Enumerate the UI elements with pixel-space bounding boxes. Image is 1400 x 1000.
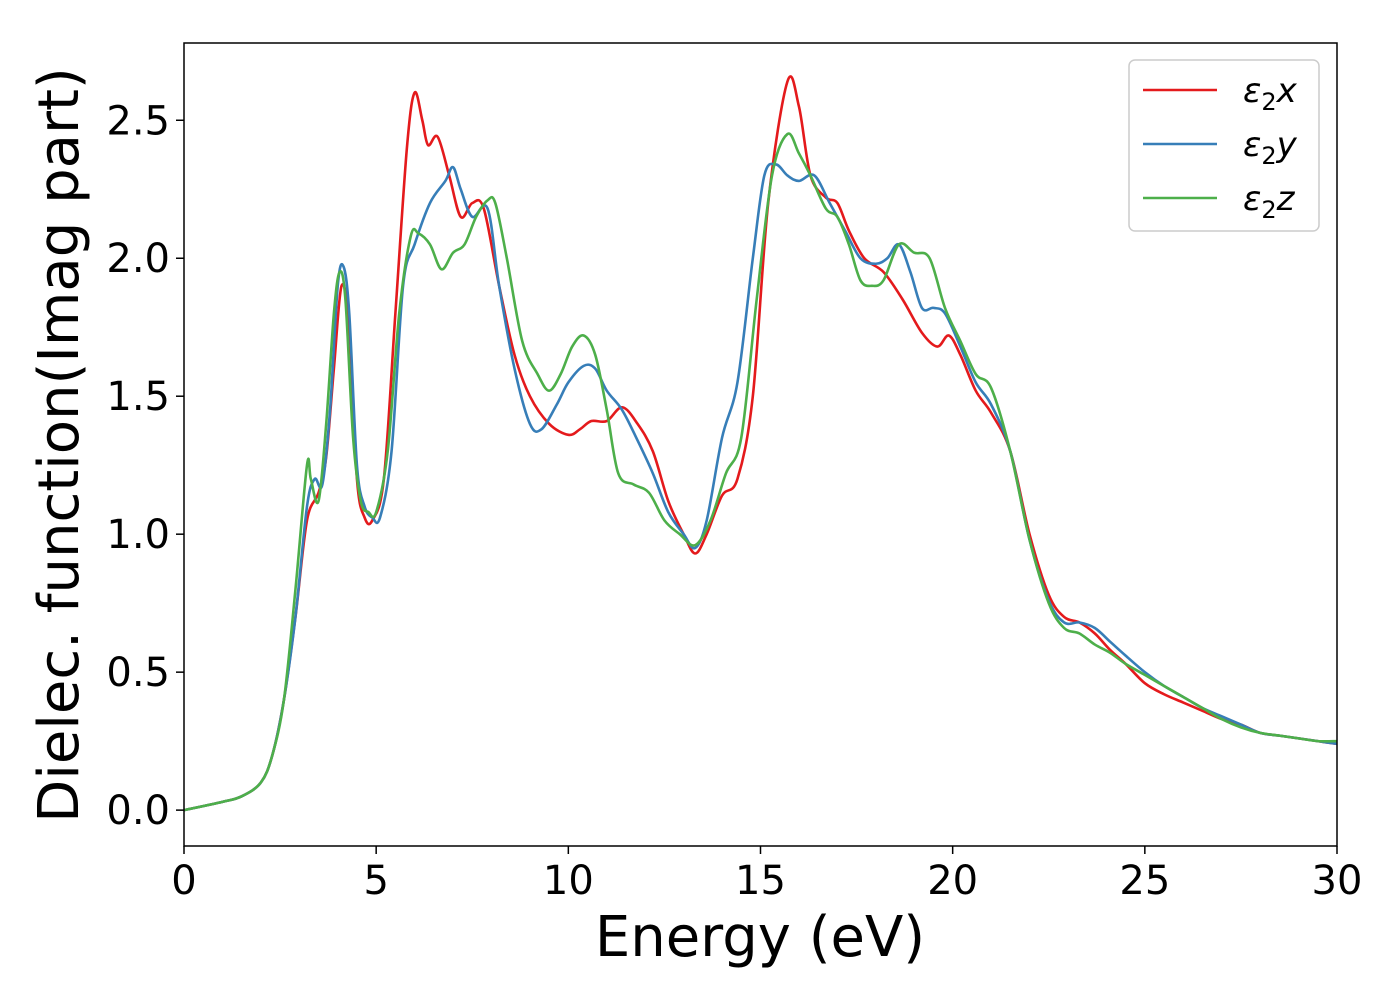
series-layer — [184, 75, 1337, 812]
x-axis: 0 5 10 15 20 25 30 — [171, 846, 1362, 904]
x-tick-label: 0 — [171, 858, 196, 904]
y-tick-label: 0.0 — [106, 788, 170, 834]
x-tick-label: 5 — [363, 858, 388, 904]
series-line-z — [184, 132, 1337, 812]
series-line-y — [184, 162, 1337, 812]
y-tick-label: 0.5 — [106, 650, 170, 696]
y-tick-label: 1.0 — [106, 512, 170, 558]
legend-label-y: ε2y — [1243, 125, 1298, 170]
y-axis-title: Dielec. function(Imag part) — [27, 67, 92, 823]
y-axis: 0.0 0.5 1.0 1.5 2.0 2.5 — [106, 98, 184, 834]
x-tick-label: 30 — [1312, 858, 1363, 904]
x-tick-label: 20 — [927, 858, 978, 904]
x-tick-label: 25 — [1119, 858, 1170, 904]
legend-label-z: ε2z — [1243, 179, 1296, 224]
legend-label-x: ε2x — [1243, 71, 1298, 116]
y-tick-label: 2.0 — [106, 236, 170, 282]
x-tick-label: 15 — [735, 858, 786, 904]
x-tick-label: 10 — [543, 858, 594, 904]
y-tick-label: 2.5 — [106, 98, 170, 144]
x-axis-title: Energy (eV) — [595, 905, 925, 970]
legend: ε2x ε2y ε2z — [1128, 59, 1320, 232]
legend-box — [1128, 59, 1320, 232]
y-tick-label: 1.5 — [106, 374, 170, 420]
